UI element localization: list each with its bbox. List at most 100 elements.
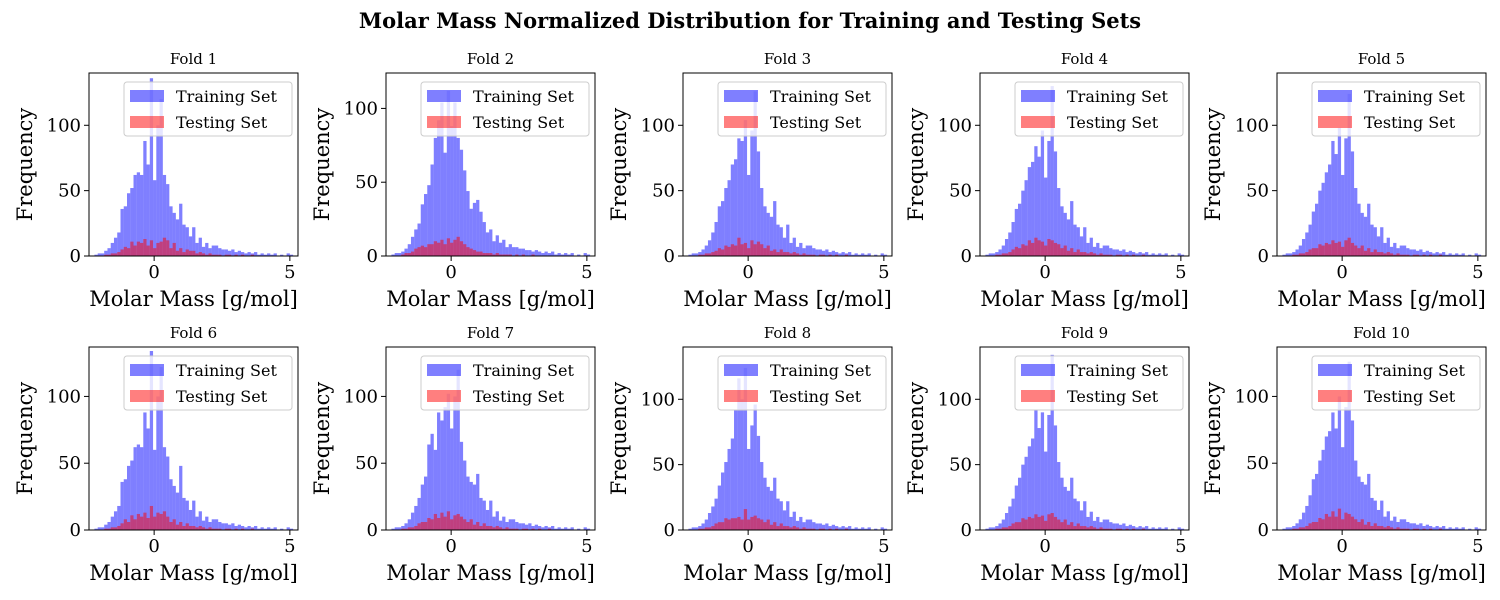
y-tick-label: 100 xyxy=(938,115,972,136)
histogram-bar xyxy=(1118,250,1123,256)
histogram-bar xyxy=(1324,436,1329,530)
histogram-bar xyxy=(1040,241,1045,256)
histogram-bar xyxy=(469,481,473,530)
histogram-bar xyxy=(1389,527,1394,530)
histogram-bar xyxy=(123,206,127,256)
x-tick-label: 5 xyxy=(581,536,592,557)
histogram-bar xyxy=(1031,438,1035,530)
histogram-bar xyxy=(1083,526,1087,530)
histogram-bar xyxy=(1024,456,1028,530)
y-tick-label: 50 xyxy=(58,181,81,202)
histogram-bar xyxy=(469,519,473,530)
histogram-bar xyxy=(214,254,219,256)
histogram-bar xyxy=(466,476,470,530)
histogram-bar xyxy=(1360,212,1364,256)
legend-label: Testing Set xyxy=(473,387,565,406)
histogram-bar xyxy=(1318,460,1322,530)
legend-box xyxy=(123,81,293,137)
x-tick-label: 5 xyxy=(1472,262,1483,283)
histogram-bar xyxy=(453,396,457,530)
histogram-bar xyxy=(551,251,555,256)
histogram-bar xyxy=(1040,412,1045,530)
histogram-bar xyxy=(208,521,212,530)
histogram-bar xyxy=(1461,253,1465,256)
histogram-bar xyxy=(1334,242,1338,256)
histogram-bar xyxy=(1044,245,1048,256)
histogram-bar xyxy=(1363,524,1368,530)
histogram-bar xyxy=(1037,428,1041,530)
histogram-bar xyxy=(1171,528,1175,530)
histogram-bar xyxy=(721,522,725,530)
x-tick-label: 0 xyxy=(1336,536,1347,557)
histogram-bar xyxy=(789,527,793,530)
histogram-bar xyxy=(127,521,131,530)
histogram-bar xyxy=(821,250,826,256)
histogram-bar xyxy=(1328,431,1332,530)
histogram-bar xyxy=(1360,481,1364,530)
histogram-bar xyxy=(1282,528,1286,530)
histogram-bar xyxy=(456,236,460,256)
histogram-bar xyxy=(1389,520,1394,530)
histogram-bar xyxy=(1066,250,1071,256)
histogram-bar xyxy=(1370,224,1374,256)
legend-label: Testing Set xyxy=(1364,387,1456,406)
histogram-bar xyxy=(734,159,738,256)
histogram-bar xyxy=(502,254,506,256)
histogram-bar xyxy=(237,250,241,256)
histogram-bar xyxy=(1331,412,1335,530)
histogram-bar xyxy=(1004,527,1009,530)
histogram-bar xyxy=(502,528,506,530)
histogram-bar xyxy=(97,527,101,530)
histogram-bar xyxy=(760,462,764,530)
histogram-bar xyxy=(417,523,421,530)
histogram-bar xyxy=(1076,227,1080,256)
histogram-bar xyxy=(117,252,121,256)
histogram-bar xyxy=(117,525,121,530)
histogram-bar xyxy=(502,516,506,530)
histogram-bar xyxy=(779,523,783,530)
histogram-bar xyxy=(250,254,255,256)
histogram-bar xyxy=(427,185,431,256)
histogram-bar xyxy=(1148,528,1152,530)
histogram-bar xyxy=(234,254,238,256)
histogram-bar xyxy=(156,242,160,256)
histogram-bar xyxy=(1044,177,1048,256)
histogram-bar xyxy=(776,498,780,530)
histogram-bar xyxy=(1435,252,1439,256)
histogram-bar xyxy=(1161,528,1165,530)
histogram-bar xyxy=(1057,188,1061,256)
histogram-bar xyxy=(1468,528,1472,530)
histogram-bar xyxy=(463,460,467,530)
axes-frame xyxy=(682,72,893,257)
y-tick-label: 0 xyxy=(1258,246,1269,267)
histogram-bar xyxy=(179,203,183,256)
histogram-bar xyxy=(1066,219,1071,256)
histogram-bar xyxy=(130,515,134,530)
histogram-bar xyxy=(205,254,209,256)
histogram-bar xyxy=(1122,523,1126,530)
histogram-bar xyxy=(1383,242,1387,256)
histogram-bar xyxy=(1037,156,1041,256)
histogram-bar xyxy=(1076,501,1080,530)
histogram-bar xyxy=(740,140,744,256)
legend-label: Testing Set xyxy=(176,387,268,406)
histogram-bar xyxy=(146,517,150,530)
histogram-bar xyxy=(1438,254,1443,256)
histogram-bar xyxy=(469,248,473,256)
histogram-bar xyxy=(1448,253,1452,256)
histogram-bar xyxy=(521,248,525,256)
histogram-bar xyxy=(1158,527,1162,530)
histogram-bar xyxy=(188,250,193,256)
histogram-bar xyxy=(724,462,728,530)
histogram-bar xyxy=(711,252,715,256)
histogram-bar xyxy=(1027,167,1032,256)
x-axis-label: Molar Mass [g/mol] xyxy=(386,287,595,311)
histogram-bar xyxy=(1344,138,1348,256)
histogram-bar xyxy=(410,236,415,256)
histogram-bar xyxy=(721,249,725,256)
histogram-bar xyxy=(143,512,147,530)
histogram-bar xyxy=(557,527,561,530)
histogram-bar xyxy=(1092,246,1097,256)
legend-label: Testing Set xyxy=(176,113,268,132)
histogram-bar xyxy=(714,523,718,530)
